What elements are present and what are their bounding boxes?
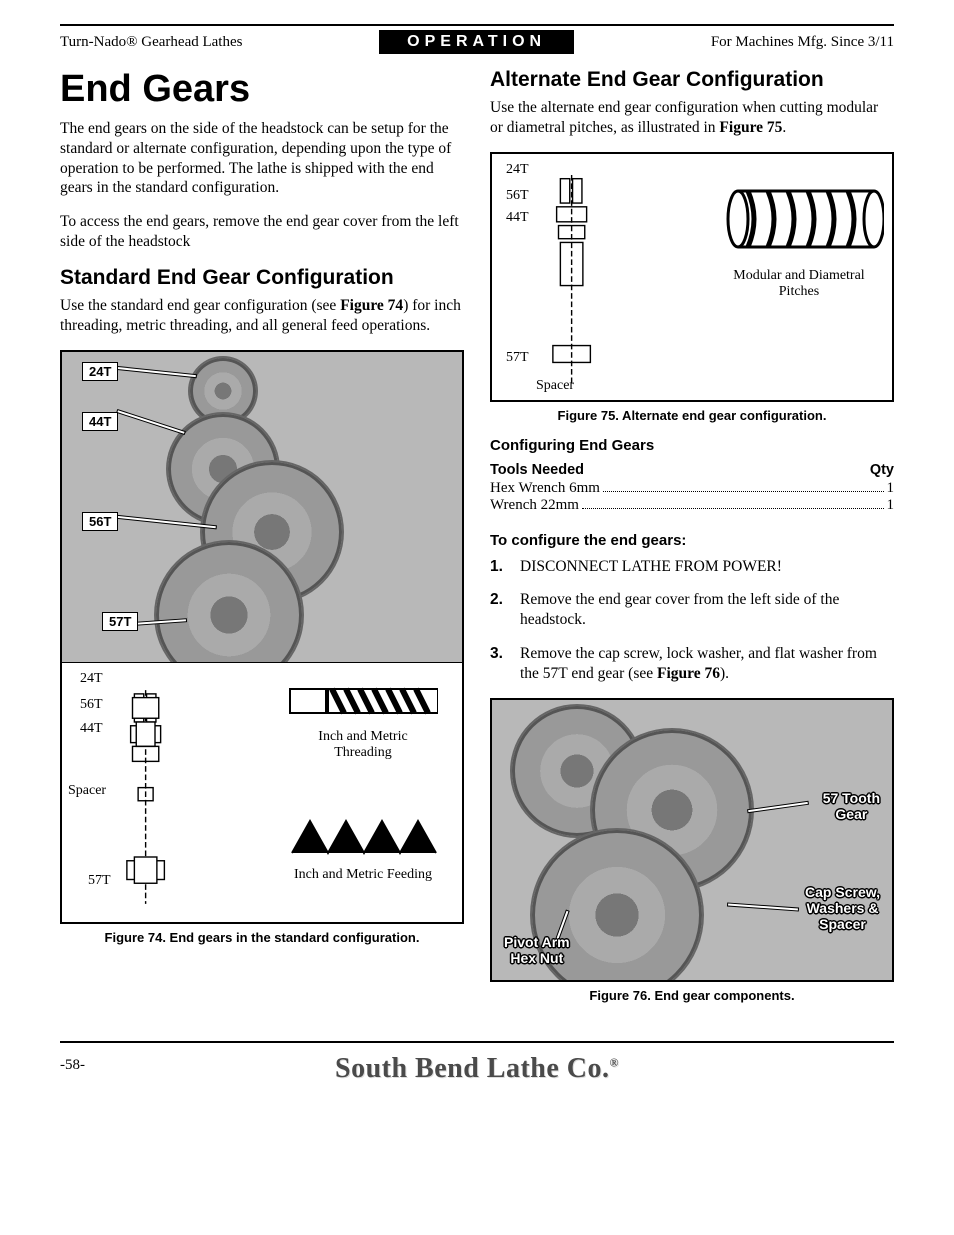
tool-row: Wrench 22mm1	[490, 497, 894, 514]
figure-74: 24T 44T 56T 57T	[60, 350, 464, 924]
figure-76-photo: 57 ToothGear Cap Screw,Washers &Spacer P…	[492, 700, 892, 980]
diag-57t: 57T	[88, 873, 111, 889]
diag-56t: 56T	[80, 697, 103, 713]
thread-caption-2: Inch and Metric Feeding	[288, 867, 438, 884]
diag-57t: 57T	[506, 350, 529, 366]
label-44t: 44T	[82, 412, 118, 431]
thread-caption-1: Inch and MetricThreading	[288, 729, 438, 763]
diag-44t: 44T	[506, 210, 529, 226]
heading-alternate-config: Alternate End Gear Configuration	[490, 68, 894, 92]
label-57tooth: 57 ToothGear	[823, 790, 880, 822]
steps-list: DISCONNECT LATHE FROM POWER! Remove the e…	[490, 557, 894, 684]
figure-74-caption: Figure 74. End gears in the standard con…	[60, 930, 464, 945]
diag-spacer: Spacer	[536, 378, 574, 394]
left-column: End Gears The end gears on the side of t…	[60, 68, 464, 1013]
diag-24t: 24T	[80, 671, 103, 687]
heading-standard-config: Standard End Gear Configuration	[60, 266, 464, 290]
tool-row: Hex Wrench 6mm1	[490, 480, 894, 497]
figure-75: 24T 56T 44T 57T Spacer Modular and Diame…	[490, 152, 894, 402]
heading-configuring: Configuring End Gears	[490, 437, 894, 454]
step-item: Remove the cap screw, lock washer, and f…	[490, 644, 894, 684]
paragraph: The end gears on the side of the headsto…	[60, 119, 464, 198]
figure-74-diagram: 24T 56T 44T Spacer 57T Inch and MetricTh…	[62, 662, 462, 922]
label-24t: 24T	[82, 362, 118, 381]
figure-76: 57 ToothGear Cap Screw,Washers &Spacer P…	[490, 698, 894, 982]
header-left: Turn-Nado® Gearhead Lathes	[60, 34, 242, 51]
right-column: Alternate End Gear Configuration Use the…	[490, 68, 894, 1013]
tools-header: Tools Needed Qty	[490, 462, 894, 478]
page-number: -58-	[60, 1057, 85, 1074]
label-pivot: Pivot ArmHex Nut	[504, 934, 570, 966]
figure-74-photo: 24T 44T 56T 57T	[62, 352, 462, 662]
diag-44t: 44T	[80, 721, 103, 737]
page-header: Turn-Nado® Gearhead Lathes OPERATION For…	[60, 30, 894, 54]
paragraph: Use the standard end gear configuration …	[60, 296, 464, 336]
header-right: For Machines Mfg. Since 3/11	[711, 34, 894, 51]
heading-end-gears: End Gears	[60, 68, 464, 111]
figure-75-diagram: 24T 56T 44T 57T Spacer Modular and Diame…	[492, 154, 892, 400]
figure-75-caption: Figure 75. Alternate end gear configurat…	[490, 408, 894, 423]
worm-caption: Modular and DiametralPitches	[724, 268, 874, 302]
diag-24t: 24T	[506, 162, 529, 178]
paragraph: Use the alternate end gear configuration…	[490, 98, 894, 138]
thread-icon	[288, 675, 438, 725]
step-item: DISCONNECT LATHE FROM POWER!	[490, 557, 894, 577]
header-section-badge: OPERATION	[379, 30, 574, 54]
label-capscrew: Cap Screw,Washers &Spacer	[805, 884, 880, 932]
worm-icon	[724, 184, 884, 254]
page-footer: -58- South Bend Lathe Co.®	[60, 1041, 894, 1085]
figure-76-caption: Figure 76. End gear components.	[490, 988, 894, 1003]
label-56t: 56T	[82, 512, 118, 531]
paragraph: To access the end gears, remove the end …	[60, 212, 464, 252]
feed-icon	[288, 813, 438, 863]
step-item: Remove the end gear cover from the left …	[490, 590, 894, 630]
brand-logo: South Bend Lathe Co.®	[335, 1053, 619, 1084]
heading-steps: To configure the end gears:	[490, 532, 894, 549]
diag-spacer: Spacer	[68, 783, 106, 799]
diag-56t: 56T	[506, 188, 529, 204]
label-57t: 57T	[102, 612, 138, 631]
